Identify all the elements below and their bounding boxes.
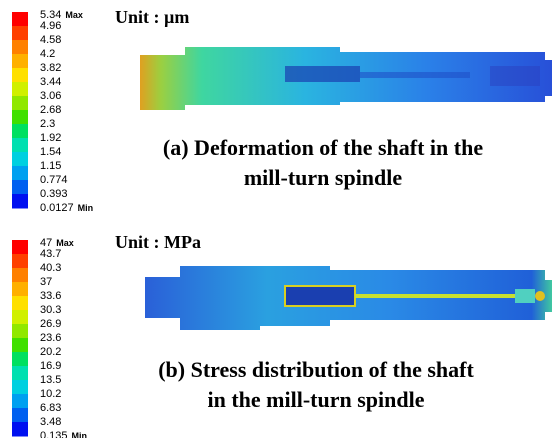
legend-tag: Max (56, 238, 74, 248)
shaft-stress (145, 266, 552, 330)
caption: (b) Stress distribution of the shaft (158, 357, 474, 382)
legend-band (12, 366, 28, 381)
legend-tag: Max (65, 10, 83, 20)
legend-band (12, 422, 28, 437)
legend-band (12, 40, 28, 55)
figure: Unit : µm (a) Deformation of the shaft i… (0, 0, 555, 438)
legend-label: 30.3 (40, 304, 61, 316)
legend-band (12, 54, 28, 69)
legend-label: 23.6 (40, 332, 61, 344)
legend-label: 3.48 (40, 416, 61, 428)
legend-label: 13.5 (40, 374, 61, 386)
legend-band (12, 324, 28, 339)
legend-label: 3.44 (40, 76, 61, 88)
legend-band (12, 296, 28, 311)
legend-label: 37 (40, 276, 52, 288)
legend-band (12, 166, 28, 181)
legend-label: 43.7 (40, 248, 61, 260)
legend-label: 0.135 (40, 430, 68, 438)
unit-label: Unit : µm (115, 7, 189, 27)
legend-label: 20.2 (40, 346, 61, 358)
legend-label: 4.96 (40, 20, 61, 32)
legend-band (12, 338, 28, 353)
legend-tag: Min (72, 431, 88, 438)
caption: (a) Deformation of the shaft in the (163, 135, 483, 160)
legend-band (12, 138, 28, 153)
legend-band (12, 268, 28, 283)
legend-label: 2.3 (40, 118, 55, 130)
legend-band (12, 408, 28, 423)
legend-label: 6.83 (40, 402, 61, 414)
legend-band (12, 194, 28, 209)
legend-band (12, 110, 28, 125)
legend-band (12, 152, 28, 167)
legend-band (12, 68, 28, 83)
legend-band (12, 282, 28, 297)
legend-label: 26.9 (40, 318, 61, 330)
legend-band (12, 12, 28, 27)
legend-label: 0.0127 (40, 202, 74, 214)
legend-label: 33.6 (40, 290, 61, 302)
legend-label: 1.54 (40, 146, 61, 158)
legend-label: 1.92 (40, 132, 61, 144)
legend-band (12, 352, 28, 367)
legend-band (12, 310, 28, 325)
legend-label: 0.774 (40, 174, 68, 186)
legend-label: 4.2 (40, 48, 55, 60)
legend-tag: Min (78, 203, 94, 213)
legend-band (12, 82, 28, 97)
legend-label: 10.2 (40, 388, 61, 400)
caption: in the mill-turn spindle (208, 387, 425, 412)
legend-label: 1.15 (40, 160, 61, 172)
legend-label: 4.58 (40, 34, 61, 46)
legend-band (12, 380, 28, 395)
legend-band (12, 26, 28, 41)
legend-label: 3.82 (40, 62, 61, 74)
legend-band (12, 124, 28, 139)
legend-band (12, 180, 28, 195)
legend-band (12, 96, 28, 111)
legend-label: 0.393 (40, 188, 68, 200)
unit-label: Unit : MPa (115, 232, 201, 252)
legend-label: 16.9 (40, 360, 61, 372)
legend-label: 40.3 (40, 262, 61, 274)
legend-band (12, 240, 28, 255)
legend-band (12, 254, 28, 269)
legend-label: 2.68 (40, 104, 61, 116)
shaft-deformation (140, 47, 552, 110)
caption: mill-turn spindle (244, 165, 403, 190)
legend-label: 3.06 (40, 90, 61, 102)
legend-band (12, 394, 28, 409)
